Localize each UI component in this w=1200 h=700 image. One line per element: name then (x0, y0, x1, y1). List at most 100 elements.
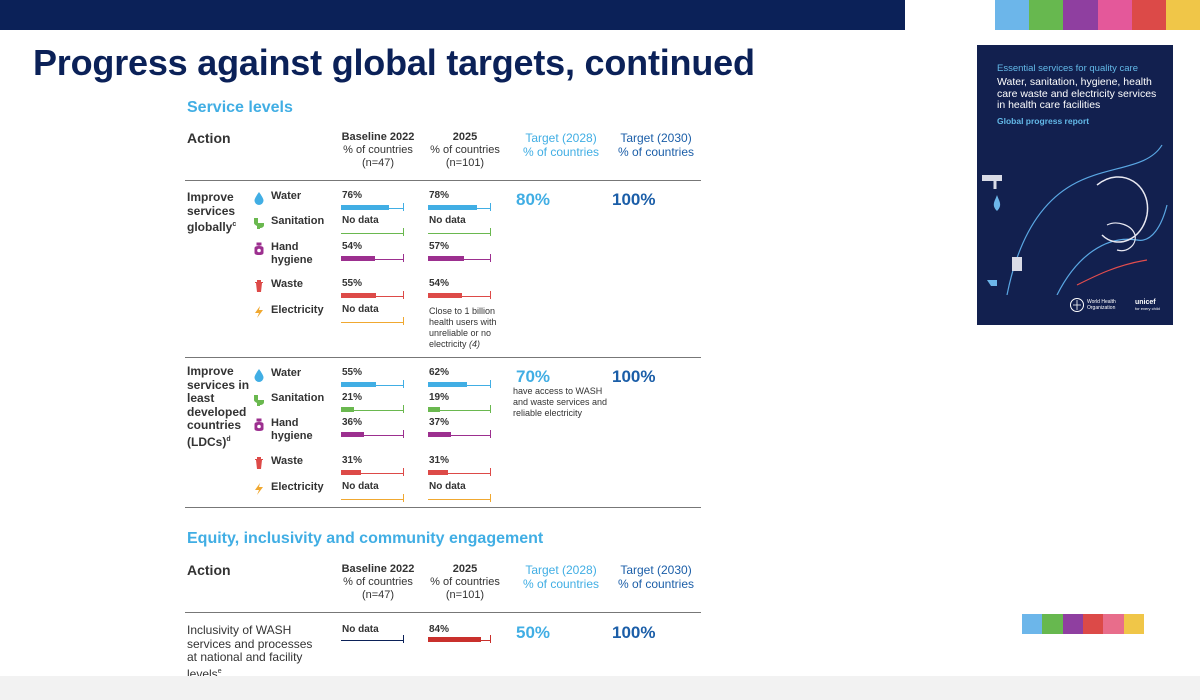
baseline-bar (341, 632, 404, 643)
target-2030-value: 100% (612, 367, 656, 386)
top-banner (0, 0, 905, 30)
water-drop-icon (254, 369, 264, 382)
header-divider (185, 612, 701, 613)
waste-bin-icon (255, 457, 263, 469)
cover-illustration (982, 144, 1168, 295)
toilet-icon (254, 395, 264, 406)
baseline-bar (341, 251, 404, 262)
service-label-electricity: Electricity (271, 481, 324, 493)
slide-footer (0, 676, 1200, 700)
y2025-header: 2025 % of countries (n=101) (430, 131, 500, 169)
color-stripes (995, 0, 1200, 30)
y2025-bar (428, 225, 491, 236)
baseline-value: 21% (342, 392, 363, 403)
y2025-bar (428, 251, 491, 262)
target-2028-value: 70% (516, 367, 551, 386)
target2030-header: Target (2030) % of countries (617, 131, 695, 159)
y2025-value: 78% (429, 190, 450, 201)
baseline-value: 55% (342, 367, 363, 378)
who-logo-text: World Health Organization (1087, 299, 1116, 311)
cover-subtitle: Global progress report (997, 116, 1090, 126)
baseline-value: 76% (342, 190, 363, 201)
baseline-value: 31% (342, 455, 363, 466)
y2025-bar (428, 465, 491, 476)
water-drop-icon (254, 192, 264, 205)
y2025-value: 31% (429, 455, 450, 466)
baseline-bar (341, 427, 404, 438)
action-header: Action (187, 130, 231, 146)
baseline-bar (341, 402, 404, 413)
y2025-bar (428, 288, 491, 299)
cover-kicker: Essential services for quality care (997, 63, 1138, 74)
target-2028-note: have access to WASH and waste services a… (513, 386, 608, 418)
toilet-icon (254, 218, 264, 229)
baseline-header: Baseline 2022 % of countries (n=47) (341, 563, 415, 601)
action-header: Action (187, 562, 231, 578)
target-2030-value: 100% (612, 623, 656, 642)
service-label-waste: Waste (271, 278, 303, 290)
y2025-bar (428, 200, 491, 211)
group-divider (185, 357, 701, 358)
target-2028-value: 80% (516, 190, 551, 209)
lightning-icon (255, 306, 263, 318)
unicef-logo: unicef for every child (1135, 299, 1160, 311)
y2025-bar (428, 491, 491, 502)
electricity-note: Close to 1 billion health users with unr… (429, 306, 497, 349)
action-label: Inclusivity of WASH services and process… (187, 623, 313, 681)
y2025-header: 2025 % of countries (n=101) (430, 563, 500, 601)
y2025-value: 37% (429, 417, 450, 428)
y2025-bar (428, 632, 491, 643)
action-label: Improve services globallyc (187, 190, 237, 234)
y2025-bar (428, 402, 491, 413)
target2028-header: Target (2028) % of countries (522, 131, 600, 159)
y2025-bar (428, 427, 491, 438)
y2025-value: 62% (429, 367, 450, 378)
y2025-value: 57% (429, 241, 450, 252)
y2025-bar (428, 377, 491, 388)
baseline-bar (341, 288, 404, 299)
service-label-hand-hygiene: Hand hygiene (271, 241, 313, 266)
baseline-bar (341, 225, 404, 236)
lightning-icon (255, 483, 263, 495)
baseline-bar (341, 200, 404, 211)
baseline-value: No data (342, 624, 379, 635)
service-label-hand-hygiene: Hand hygiene (271, 417, 313, 442)
table-bottom-divider (185, 507, 701, 508)
baseline-header: Baseline 2022 % of countries (n=47) (341, 131, 415, 169)
baseline-bar (341, 314, 404, 325)
waste-bin-icon (255, 280, 263, 292)
cover-title: Water, sanitation, hygiene, health care … (997, 76, 1157, 111)
baseline-value: No data (342, 481, 379, 492)
y2025-value: 84% (429, 624, 450, 635)
target-2030-value: 100% (612, 190, 656, 209)
report-cover: Essential services for quality care Wate… (977, 45, 1173, 325)
service-label-sanitation: Sanitation (271, 392, 325, 404)
service-label-water: Water (271, 367, 302, 379)
section-title-equity: Equity, inclusivity and community engage… (187, 530, 544, 547)
baseline-bar (341, 491, 404, 502)
baseline-value: 55% (342, 278, 363, 289)
target2028-header: Target (2028) % of countries (522, 563, 600, 591)
service-label-waste: Waste (271, 455, 303, 467)
baseline-value: 54% (342, 241, 363, 252)
who-logo-icon (1070, 298, 1084, 312)
target2030-header: Target (2030) % of countries (617, 563, 695, 591)
y2025-value: 54% (429, 278, 450, 289)
section-title-service-levels: Service levels (187, 99, 293, 116)
slide-title: Progress against global targets, continu… (33, 42, 755, 83)
service-label-sanitation: Sanitation (271, 215, 325, 227)
soap-icon (254, 242, 264, 255)
baseline-value: No data (342, 215, 379, 226)
y2025-value: 19% (429, 392, 450, 403)
y2025-value: No data (429, 481, 466, 492)
service-label-electricity: Electricity (271, 304, 324, 316)
target-2028-value: 50% (516, 623, 551, 642)
soap-icon (254, 418, 264, 431)
y2025-value: No data (429, 215, 466, 226)
baseline-value: No data (342, 304, 379, 315)
baseline-bar (341, 377, 404, 388)
color-blocks (1022, 614, 1144, 634)
baseline-value: 36% (342, 417, 363, 428)
action-label: Improve services in least developed coun… (187, 364, 250, 449)
baseline-bar (341, 465, 404, 476)
